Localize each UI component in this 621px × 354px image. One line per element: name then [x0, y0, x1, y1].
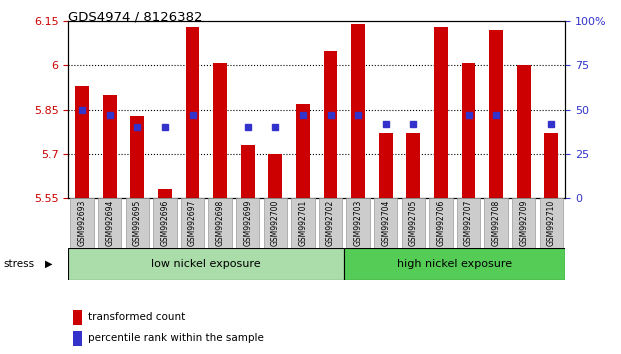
- Bar: [268, 154, 282, 198]
- FancyBboxPatch shape: [236, 198, 260, 248]
- Bar: [73, 331, 82, 346]
- Bar: [130, 116, 144, 198]
- FancyBboxPatch shape: [209, 198, 232, 248]
- FancyBboxPatch shape: [263, 198, 287, 248]
- Text: GSM992710: GSM992710: [547, 200, 556, 246]
- FancyBboxPatch shape: [98, 198, 122, 248]
- Text: percentile rank within the sample: percentile rank within the sample: [88, 333, 264, 343]
- Bar: [406, 133, 420, 198]
- FancyBboxPatch shape: [540, 198, 563, 248]
- Text: GSM992709: GSM992709: [519, 200, 528, 246]
- Bar: [545, 133, 558, 198]
- Text: high nickel exposure: high nickel exposure: [397, 259, 512, 269]
- Text: GSM992695: GSM992695: [133, 200, 142, 246]
- Text: GSM992700: GSM992700: [271, 200, 280, 246]
- Text: GSM992703: GSM992703: [353, 200, 363, 246]
- FancyBboxPatch shape: [457, 198, 480, 248]
- Bar: [296, 104, 310, 198]
- Bar: [75, 86, 89, 198]
- Text: GSM992693: GSM992693: [78, 200, 86, 246]
- FancyBboxPatch shape: [512, 198, 535, 248]
- Text: GDS4974 / 8126382: GDS4974 / 8126382: [68, 11, 203, 24]
- FancyBboxPatch shape: [484, 198, 508, 248]
- Bar: [241, 145, 255, 198]
- Bar: [517, 65, 530, 198]
- Text: GSM992704: GSM992704: [381, 200, 390, 246]
- FancyBboxPatch shape: [68, 248, 344, 280]
- Bar: [186, 27, 199, 198]
- FancyBboxPatch shape: [319, 198, 342, 248]
- Text: GSM992697: GSM992697: [188, 200, 197, 246]
- FancyBboxPatch shape: [429, 198, 453, 248]
- Text: GSM992699: GSM992699: [243, 200, 252, 246]
- FancyBboxPatch shape: [153, 198, 176, 248]
- Text: GSM992708: GSM992708: [492, 200, 501, 246]
- Bar: [351, 24, 365, 198]
- FancyBboxPatch shape: [181, 198, 204, 248]
- Text: GSM992694: GSM992694: [105, 200, 114, 246]
- FancyBboxPatch shape: [402, 198, 425, 248]
- Bar: [213, 63, 227, 198]
- Text: stress: stress: [3, 259, 34, 269]
- Text: transformed count: transformed count: [88, 312, 186, 322]
- Bar: [489, 30, 503, 198]
- FancyBboxPatch shape: [291, 198, 315, 248]
- Bar: [103, 95, 117, 198]
- Text: GSM992705: GSM992705: [409, 200, 418, 246]
- Bar: [379, 133, 392, 198]
- Text: GSM992707: GSM992707: [464, 200, 473, 246]
- FancyBboxPatch shape: [125, 198, 149, 248]
- FancyBboxPatch shape: [70, 198, 94, 248]
- Bar: [73, 310, 82, 325]
- Text: GSM992698: GSM992698: [215, 200, 225, 246]
- Text: GSM992706: GSM992706: [437, 200, 445, 246]
- Bar: [434, 27, 448, 198]
- Bar: [461, 63, 476, 198]
- Bar: [324, 51, 337, 198]
- FancyBboxPatch shape: [344, 248, 565, 280]
- Text: GSM992702: GSM992702: [326, 200, 335, 246]
- Text: low nickel exposure: low nickel exposure: [152, 259, 261, 269]
- FancyBboxPatch shape: [374, 198, 397, 248]
- FancyBboxPatch shape: [347, 198, 370, 248]
- Text: ▶: ▶: [45, 259, 52, 269]
- Text: GSM992701: GSM992701: [299, 200, 307, 246]
- Text: GSM992696: GSM992696: [160, 200, 170, 246]
- Bar: [158, 189, 172, 198]
